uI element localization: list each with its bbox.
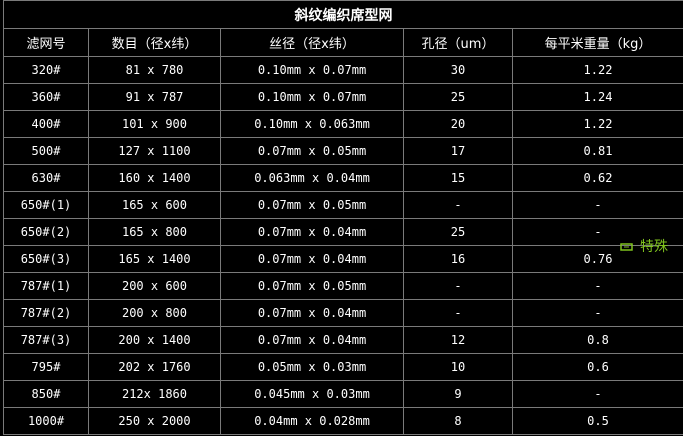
table-cell: 0.07mm x 0.04mm — [220, 299, 404, 327]
table-cell: 650#(1) — [3, 191, 89, 219]
table-row: 650#(1) 165 x 600 0.07mm x 0.05mm - - — [3, 191, 683, 219]
table-cell: 25 — [403, 218, 513, 246]
table-row: 400# 101 x 900 0.10mm x 0.063mm 20 1.22 — [3, 110, 683, 138]
table-cell: 8 — [403, 407, 513, 435]
table-cell: 0.05mm x 0.03mm — [220, 353, 404, 381]
table-cell: 850# — [3, 380, 89, 408]
table-cell: 0.6 — [511, 353, 683, 381]
table-cell: 630# — [3, 164, 89, 192]
table-cell: 200 x 1400 — [88, 326, 221, 354]
table-cell: 0.07mm x 0.04mm — [220, 245, 404, 273]
table-cell: - — [403, 272, 513, 300]
table-cell: 0.04mm x 0.028mm — [220, 407, 404, 435]
table-row: 850# 212x 1860 0.045mm x 0.03mm 9- — [3, 380, 683, 408]
table-cell: 795# — [3, 353, 89, 381]
table-cell: - — [403, 299, 513, 327]
column-header: 每平米重量（kg） — [511, 28, 683, 57]
table-cell: 0.063mm x 0.04mm — [220, 164, 404, 192]
table-cell: 200 x 800 — [88, 299, 221, 327]
table-cell: 212x 1860 — [88, 380, 221, 408]
table-cell: - — [511, 299, 683, 327]
table-cell: 10 — [403, 353, 513, 381]
table-cell: 360# — [3, 83, 89, 111]
table-cell: 0.07mm x 0.04mm — [220, 218, 404, 246]
column-header: 孔径（um） — [403, 28, 513, 57]
table-row: 360# 91 x 787 0.10mm x 0.07mm 25 1.24 — [3, 83, 683, 111]
table-cell: 400# — [3, 110, 89, 138]
table-cell: 20 — [403, 110, 513, 138]
table-cell: 165 x 800 — [88, 218, 221, 246]
table-cell: 0.10mm x 0.07mm — [220, 83, 404, 111]
table-row: 650#(2) 165 x 800 0.07mm x 0.04mm 25- — [3, 218, 683, 246]
table-cell: 0.045mm x 0.03mm — [220, 380, 404, 408]
table-cell: 81 x 780 — [88, 56, 221, 84]
table-cell: 200 x 600 — [88, 272, 221, 300]
table-cell: 0.07mm x 0.05mm — [220, 272, 404, 300]
column-header: 丝径（径x纬） — [220, 28, 404, 57]
table-title: 斜纹编织席型网 — [2, 0, 683, 29]
table-row: 650#(3) 165 x 1400 0.07mm x 0.04mm 16 0.76 — [3, 245, 683, 273]
table-cell: 787#(2) — [3, 299, 89, 327]
table-cell: 1.24 — [511, 83, 683, 111]
table-cell: 0.8 — [511, 326, 683, 354]
table-row: 320# 81 x 780 0.10mm x 0.07mm 30 1.22 — [3, 56, 683, 84]
header-row: 滤网号 数目（径x纬） 丝径（径x纬） 孔径（um） 每平米重量（kg） — [3, 28, 683, 57]
table-cell: 15 — [403, 164, 513, 192]
table-cell: 787#(1) — [3, 272, 89, 300]
table-cell: 12 — [403, 326, 513, 354]
table-cell: 202 x 1760 — [88, 353, 221, 381]
note-icon — [620, 243, 633, 251]
table-cell: - — [511, 272, 683, 300]
table-cell: 0.10mm x 0.063mm — [220, 110, 404, 138]
table-cell: 650#(3) — [3, 245, 89, 273]
table-row: 630# 160 x 1400 0.063mm x 0.04mm 15 0.62 — [3, 164, 683, 192]
table-cell: 0.07mm x 0.04mm — [220, 326, 404, 354]
side-note: 特殊 — [620, 236, 668, 256]
table-cell: 17 — [403, 137, 513, 165]
table-cell: 165 x 600 — [88, 191, 221, 219]
table-cell: 500# — [3, 137, 89, 165]
table-cell: 320# — [3, 56, 89, 84]
column-header: 数目（径x纬） — [88, 28, 221, 57]
table-cell: 0.5 — [511, 407, 683, 435]
table-cell: 1000# — [3, 407, 89, 435]
table-cell: 1.22 — [511, 56, 683, 84]
table-cell: 9 — [403, 380, 513, 408]
table-cell: - — [511, 191, 683, 219]
table-cell: 0.62 — [511, 164, 683, 192]
table-cell: 0.10mm x 0.07mm — [220, 56, 404, 84]
table-cell: 0.81 — [511, 137, 683, 165]
table-row: 500# 127 x 1100 0.07mm x 0.05mm 17 0.81 — [3, 137, 683, 165]
table-cell: 91 x 787 — [88, 83, 221, 111]
table-cell: 1.22 — [511, 110, 683, 138]
table-row: 787#(2) 200 x 800 0.07mm x 0.04mm - - — [3, 299, 683, 327]
table-cell: 787#(3) — [3, 326, 89, 354]
table-cell: 165 x 1400 — [88, 245, 221, 273]
table-cell: 650#(2) — [3, 218, 89, 246]
column-header: 滤网号 — [3, 28, 89, 57]
table-row: 795# 202 x 1760 0.05mm x 0.03mm 10 0.6 — [3, 353, 683, 381]
table-row: 787#(3) 200 x 1400 0.07mm x 0.04mm 12 0.8 — [3, 326, 683, 354]
table-cell: - — [511, 380, 683, 408]
note-text: 特殊 — [640, 239, 668, 255]
table-cell: 30 — [403, 56, 513, 84]
table-cell: 0.07mm x 0.05mm — [220, 191, 404, 219]
table-cell: 250 x 2000 — [88, 407, 221, 435]
table-cell: - — [403, 191, 513, 219]
table-cell: 160 x 1400 — [88, 164, 221, 192]
table-cell: 0.07mm x 0.05mm — [220, 137, 404, 165]
table-cell: 25 — [403, 83, 513, 111]
table-cell: 127 x 1100 — [88, 137, 221, 165]
table-cell: 16 — [403, 245, 513, 273]
table-row: 1000# 250 x 2000 0.04mm x 0.028mm 8 0.5 — [3, 407, 683, 435]
table-cell: 101 x 900 — [88, 110, 221, 138]
table-row: 787#(1) 200 x 600 0.07mm x 0.05mm - - — [3, 272, 683, 300]
